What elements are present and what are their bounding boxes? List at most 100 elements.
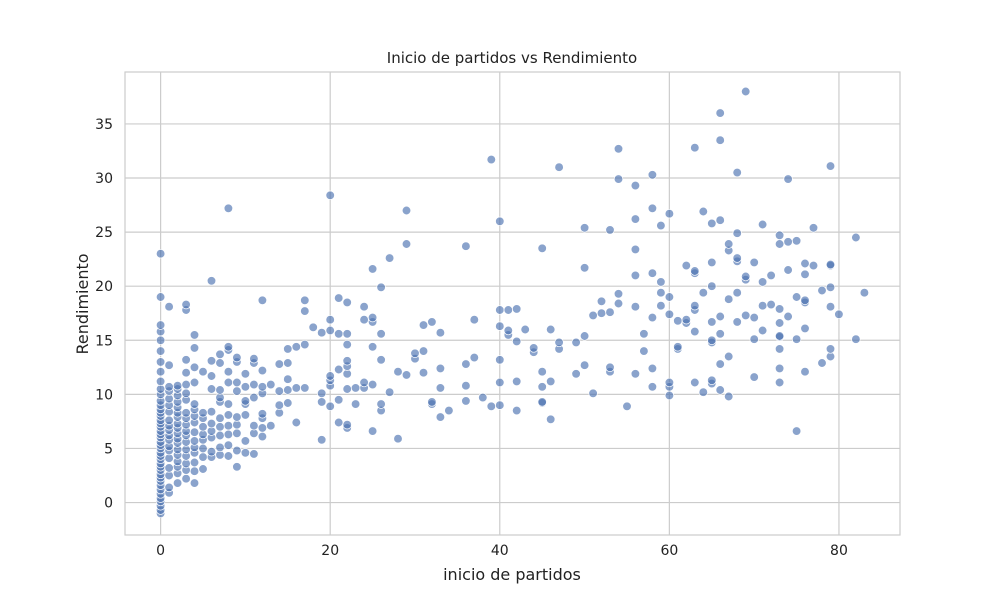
data-point [215, 358, 225, 368]
data-point [724, 391, 734, 402]
data-point [172, 381, 183, 391]
x-tick-label: 80 [830, 543, 848, 559]
y-tick-label: 0 [104, 496, 113, 512]
data-point [317, 397, 327, 407]
data-point [664, 377, 675, 388]
data-point [630, 244, 641, 255]
data-point [300, 295, 310, 305]
data-point [367, 264, 378, 274]
data-point [605, 307, 615, 317]
data-point [537, 367, 547, 377]
data-point [240, 396, 251, 406]
data-point [206, 384, 217, 394]
data-point [317, 388, 327, 398]
data-point [257, 409, 268, 419]
data-point [774, 230, 785, 240]
x-tick-label: 0 [156, 543, 165, 559]
data-point [240, 436, 251, 446]
data-point [155, 376, 166, 387]
data-point [181, 379, 191, 390]
data-point [223, 342, 234, 352]
y-axis-label: Rendimiento [73, 253, 92, 354]
data-point [198, 452, 208, 462]
data-point [376, 355, 386, 365]
data-point [774, 304, 785, 314]
data-point [384, 253, 395, 263]
data-point [469, 315, 479, 325]
data-point [350, 399, 361, 409]
data-point [359, 302, 369, 312]
data-point [427, 317, 437, 327]
data-point [647, 312, 658, 323]
data-point [715, 135, 725, 145]
data-point [503, 305, 513, 315]
data-point [189, 362, 200, 372]
data-point [749, 312, 759, 323]
data-point [639, 346, 649, 356]
data-point [656, 301, 666, 311]
data-point [791, 426, 802, 436]
data-point [605, 362, 615, 372]
data-point [342, 384, 352, 394]
data-point [172, 478, 183, 488]
data-point [647, 203, 658, 213]
data-point [283, 344, 293, 354]
data-point [495, 305, 505, 315]
data-point [732, 317, 742, 327]
data-point [817, 358, 827, 368]
data-point [206, 371, 217, 381]
data-point [317, 328, 327, 338]
data-point [825, 344, 836, 354]
data-point [851, 334, 861, 344]
data-point [283, 398, 293, 408]
data-point [808, 260, 819, 271]
data-point [291, 417, 301, 428]
data-point [741, 271, 751, 282]
y-tick-label: 30 [95, 171, 113, 187]
data-point [376, 329, 386, 339]
data-point [317, 435, 327, 445]
data-point [749, 372, 759, 382]
data-point [334, 329, 344, 339]
data-point [690, 143, 700, 153]
x-tick-label: 20 [321, 543, 339, 559]
data-point [571, 369, 581, 379]
data-point [757, 219, 768, 230]
data-point [613, 289, 624, 299]
data-point [393, 434, 403, 444]
data-point [249, 354, 259, 364]
data-point [664, 390, 675, 401]
data-point [732, 253, 742, 263]
data-point [732, 288, 742, 298]
y-tick-label: 15 [95, 333, 113, 349]
data-point [503, 325, 513, 336]
data-point [291, 342, 301, 352]
data-point [206, 356, 217, 366]
data-point [478, 392, 488, 403]
data-point [198, 443, 208, 454]
chart-title: Inicio de partidos vs Rendimiento [387, 49, 637, 67]
data-point [613, 174, 624, 184]
data-point [622, 401, 632, 411]
data-point [189, 427, 200, 437]
data-point [791, 292, 802, 302]
data-point [189, 399, 200, 409]
data-point [486, 401, 496, 411]
data-point [240, 448, 251, 458]
data-point [656, 288, 666, 298]
data-point [342, 339, 352, 350]
data-point [164, 382, 174, 392]
data-point [367, 342, 378, 352]
data-point [232, 428, 242, 438]
data-point [274, 359, 284, 369]
data-point [579, 223, 590, 233]
data-point [630, 180, 641, 191]
data-point [774, 344, 785, 354]
x-tick-label: 60 [660, 543, 678, 559]
data-point [215, 422, 225, 432]
data-point [291, 383, 301, 393]
data-point [215, 413, 225, 423]
data-point [546, 414, 556, 424]
data-point [800, 367, 810, 377]
data-point [715, 108, 725, 118]
